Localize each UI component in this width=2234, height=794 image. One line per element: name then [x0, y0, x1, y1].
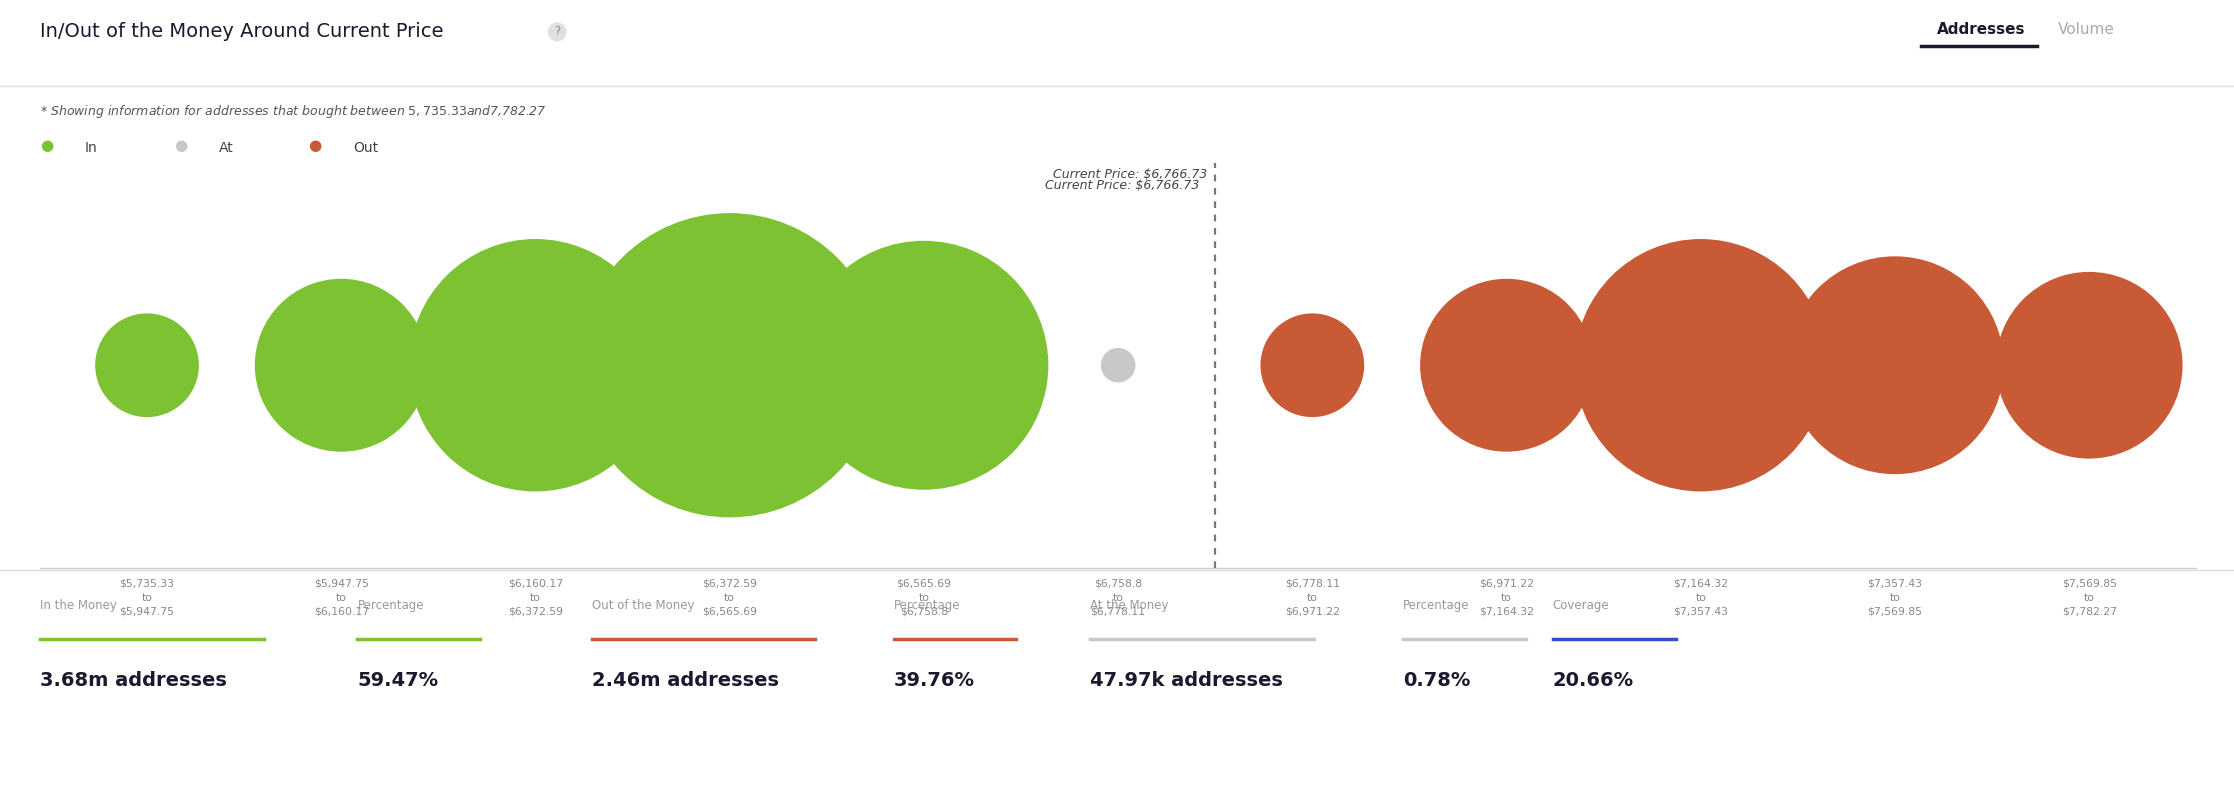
Point: [713, 359, 748, 372]
Text: Coverage: Coverage: [1553, 599, 1608, 612]
Point: [907, 359, 943, 372]
Point: [1682, 359, 1718, 372]
Point: [2071, 359, 2107, 372]
Text: 3.68m addresses: 3.68m addresses: [40, 671, 228, 690]
Text: ●: ●: [174, 138, 188, 153]
Text: Current Price: $6,766.73: Current Price: $6,766.73: [1046, 179, 1200, 192]
Text: ●: ●: [308, 138, 322, 153]
Text: At: At: [219, 141, 235, 156]
Text: At the Money: At the Money: [1090, 599, 1168, 612]
Text: * Showing information for addresses that bought between $5,735.33 and $7,782.27: * Showing information for addresses that…: [40, 103, 547, 120]
Text: 59.47%: 59.47%: [357, 671, 438, 690]
Text: 39.76%: 39.76%: [894, 671, 974, 690]
Text: In the Money: In the Money: [40, 599, 116, 612]
Text: Out of the Money: Out of the Money: [592, 599, 695, 612]
Text: ?: ?: [554, 25, 561, 38]
Point: [1293, 359, 1329, 372]
Point: [1488, 359, 1524, 372]
Point: [130, 359, 165, 372]
Text: 47.97k addresses: 47.97k addresses: [1090, 671, 1282, 690]
Text: In/Out of the Money Around Current Price: In/Out of the Money Around Current Price: [40, 22, 445, 41]
Text: ●: ●: [40, 138, 54, 153]
Text: Out: Out: [353, 141, 378, 156]
Text: Percentage: Percentage: [1403, 599, 1470, 612]
Text: Addresses: Addresses: [1937, 22, 2026, 37]
Point: [518, 359, 554, 372]
Text: In: In: [85, 141, 98, 156]
Text: 2.46m addresses: 2.46m addresses: [592, 671, 780, 690]
Text: Percentage: Percentage: [894, 599, 961, 612]
Text: Current Price: $6,766.73: Current Price: $6,766.73: [1052, 168, 1206, 181]
Text: Volume: Volume: [2058, 22, 2113, 37]
Point: [324, 359, 360, 372]
Text: 0.78%: 0.78%: [1403, 671, 1470, 690]
Text: 20.66%: 20.66%: [1553, 671, 1633, 690]
Point: [1099, 359, 1135, 372]
Point: [1877, 359, 1912, 372]
Text: Percentage: Percentage: [357, 599, 424, 612]
